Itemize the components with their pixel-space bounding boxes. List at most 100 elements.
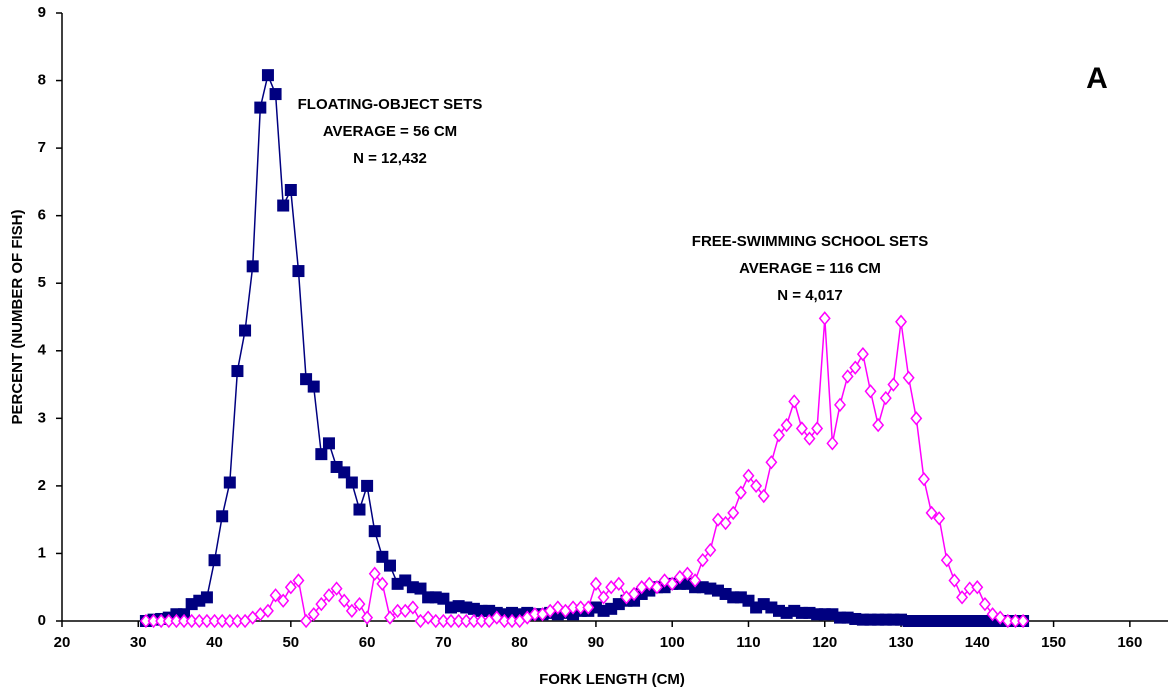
marker	[978, 596, 991, 612]
series-annotation: N = 4,017	[777, 287, 842, 304]
marker	[628, 586, 641, 602]
marker	[338, 593, 351, 608]
marker	[834, 397, 846, 412]
marker	[727, 505, 740, 521]
y-tick-label: 4	[38, 342, 47, 359]
marker	[742, 468, 755, 483]
marker	[216, 510, 229, 523]
marker	[750, 478, 763, 494]
marker	[208, 554, 221, 567]
x-tick-label: 110	[736, 634, 760, 651]
marker	[757, 488, 770, 504]
panel-label: A	[1086, 62, 1108, 95]
marker	[948, 573, 961, 588]
series-annotation: FLOATING-OBJECT SETS	[298, 96, 483, 113]
marker	[872, 417, 885, 433]
y-tick-label: 1	[38, 544, 46, 561]
marker	[689, 573, 702, 588]
x-tick-label: 130	[889, 634, 914, 651]
x-tick-label: 120	[812, 634, 837, 651]
marker	[269, 588, 282, 603]
x-axis-label: FORK LENGTH (CM)	[539, 671, 685, 688]
marker	[315, 448, 328, 461]
marker	[246, 260, 259, 273]
marker	[345, 603, 358, 619]
marker	[811, 421, 824, 436]
marker	[734, 485, 747, 500]
marker	[300, 613, 313, 629]
marker	[361, 479, 374, 492]
marker	[277, 593, 290, 608]
series-line	[145, 72, 1024, 622]
x-tick-label: 140	[965, 634, 990, 651]
marker	[200, 591, 213, 604]
marker	[704, 542, 717, 558]
series-annotation: AVERAGE = 56 CM	[323, 123, 457, 140]
marker	[803, 431, 816, 446]
marker	[1017, 613, 1030, 629]
marker	[261, 69, 274, 82]
x-tick-label: 30	[130, 634, 147, 651]
y-tick-label: 6	[38, 207, 46, 224]
marker	[338, 466, 351, 479]
marker	[376, 576, 389, 592]
marker	[666, 576, 679, 592]
marker	[353, 503, 366, 516]
marker	[315, 596, 328, 612]
marker	[650, 580, 663, 595]
y-tick-label: 3	[38, 409, 46, 426]
marker	[765, 455, 778, 470]
marker	[384, 610, 396, 625]
marker	[292, 573, 305, 588]
marker	[879, 390, 892, 406]
marker	[940, 553, 953, 568]
marker	[292, 265, 305, 278]
series-annotation: AVERAGE = 116 CM	[739, 260, 881, 277]
marker	[910, 411, 923, 426]
marker	[589, 576, 602, 592]
marker	[330, 581, 343, 596]
x-tick-label: 20	[54, 634, 71, 651]
marker	[582, 600, 595, 615]
marker	[254, 101, 267, 114]
series-annotation: N = 12,432	[353, 150, 427, 167]
marker	[612, 576, 625, 592]
marker	[719, 515, 732, 531]
marker	[307, 607, 320, 622]
marker	[368, 525, 381, 538]
y-tick-label: 5	[38, 274, 46, 291]
marker	[864, 384, 877, 399]
marker	[406, 600, 419, 615]
marker	[223, 476, 236, 489]
marker	[353, 596, 366, 612]
marker	[795, 421, 808, 436]
marker	[780, 417, 793, 433]
marker	[902, 370, 915, 385]
marker	[551, 600, 564, 615]
marker	[345, 476, 358, 489]
marker	[887, 377, 900, 392]
y-tick-label: 2	[38, 477, 46, 494]
y-tick-label: 7	[38, 139, 46, 156]
marker	[788, 394, 801, 409]
marker	[322, 588, 335, 603]
marker	[361, 610, 374, 625]
marker	[368, 566, 381, 581]
y-tick-label: 8	[38, 72, 46, 89]
marker	[856, 346, 869, 362]
marker	[597, 590, 610, 605]
marker	[773, 428, 785, 443]
x-tick-label: 150	[1041, 634, 1066, 651]
marker	[307, 380, 320, 393]
marker	[284, 183, 297, 196]
marker	[231, 365, 244, 378]
marker	[971, 580, 984, 595]
marker	[956, 590, 969, 605]
marker	[383, 559, 396, 572]
x-tick-label: 50	[282, 634, 299, 651]
marker	[895, 314, 908, 329]
marker	[917, 471, 930, 487]
marker	[322, 437, 335, 450]
series-annotation: FREE-SWIMMING SCHOOL SETS	[692, 233, 928, 250]
